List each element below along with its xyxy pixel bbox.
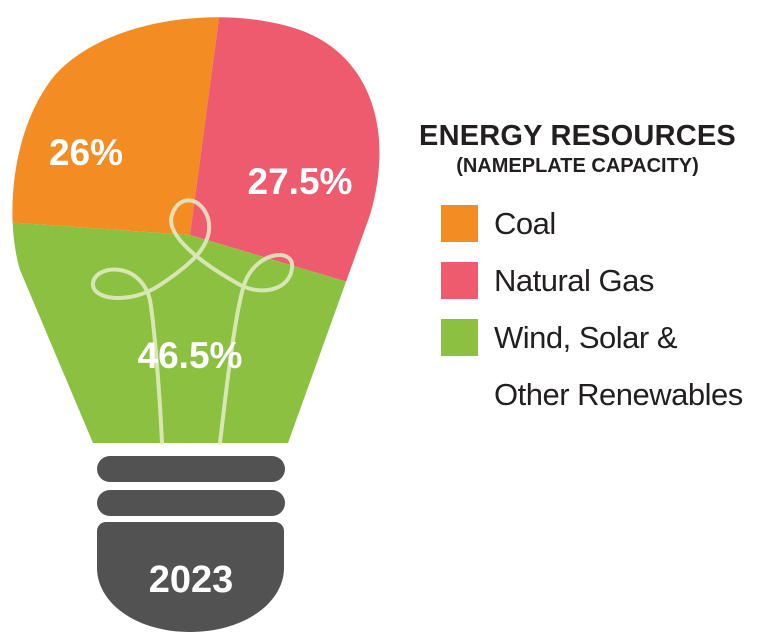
bulb-glass [12, 17, 380, 443]
base-ring-1 [97, 456, 285, 482]
chart-subtitle: (NAMEPLATE CAPACITY) [456, 155, 699, 177]
legend-label-natural-gas: Natural Gas [494, 263, 654, 298]
filament [91, 198, 295, 445]
legend-item-natural-gas: Natural Gas [441, 262, 777, 299]
legend-item-wind-solar-other-renewables: Wind, Solar & Other Renewables [441, 319, 777, 423]
base-cap [97, 522, 284, 632]
year-label: 2023 [149, 559, 234, 601]
pie-label-coal: 26% [49, 132, 123, 173]
legend-swatch-natural-gas [441, 262, 478, 299]
base-ring-2 [97, 490, 285, 516]
legend-swatch-coal [441, 205, 478, 242]
legend-list: Coal Natural Gas Wind, Solar & Other Renew… [405, 205, 777, 423]
pie-slice-natural-gas [190, 17, 380, 355]
legend: ENERGY RESOURCES (NAMEPLATE CAPACITY) Co… [405, 120, 777, 443]
pie-label-natural-gas: 27.5% [248, 161, 353, 202]
chart-title: ENERGY RESOURCES [419, 120, 736, 152]
pie-slice-coal [12, 17, 246, 235]
pie-value-labels: 26% 27.5% 46.5% [49, 132, 352, 376]
lightbulb-pie-chart: 26% 27.5% 46.5% 2023 [12, 17, 380, 632]
legend-item-coal: Coal [441, 205, 777, 242]
legend-label-wind-solar-other-renewables: Wind, Solar & Other Renewables [494, 320, 743, 412]
legend-label-coal: Coal [494, 206, 556, 241]
pie-slice-wind-solar-other-renewables [12, 205, 380, 443]
legend-swatch-wind-solar-other-renewables [441, 319, 478, 356]
bulb-base: 2023 [97, 456, 285, 632]
pie-label-wind-solar-other-renewables: 46.5% [138, 335, 243, 376]
pie-slices [12, 17, 380, 443]
